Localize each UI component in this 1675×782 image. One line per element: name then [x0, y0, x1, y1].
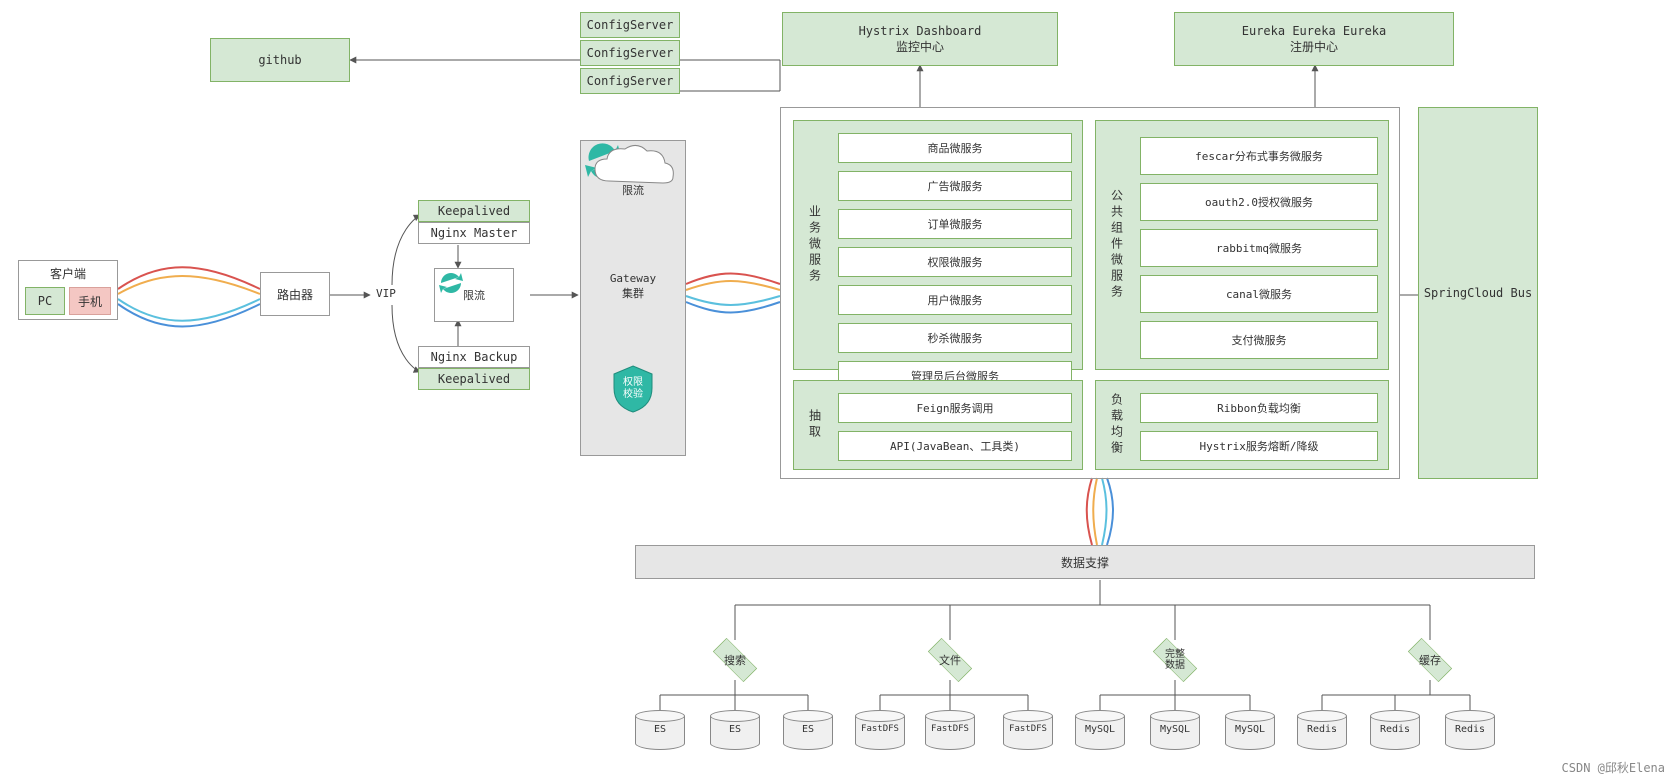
nginx-bottom-keepalived: Keepalived — [418, 368, 530, 390]
eureka-title: Eureka Eureka Eureka — [1242, 24, 1387, 38]
nginx-master: Nginx Master — [418, 222, 530, 244]
biz-item-2: 订单微服务 — [838, 209, 1072, 239]
db-cyl-2-1: MySQL — [1150, 710, 1200, 750]
db-diamond-1: 文件 — [920, 640, 980, 680]
common-panel: 公共组件微服务 fescar分布式事务微服务 oauth2.0授权微服务 rab… — [1095, 120, 1389, 370]
biz-item-5: 秒杀微服务 — [838, 323, 1072, 353]
gateway-cloud: Gateway 集群 — [588, 260, 678, 301]
extract-panel: 抽取 Feign服务调用 API(JavaBean、工具类) — [793, 380, 1083, 470]
biz-item-1: 广告微服务 — [838, 171, 1072, 201]
router-box: 路由器 — [260, 272, 330, 316]
biz-panel: 业务微服务 商品微服务 广告微服务 订单微服务 权限微服务 用户微服务 秒杀微服… — [793, 120, 1083, 370]
data-support-bar: 数据支撑 — [635, 545, 1535, 579]
hystrix-title: Hystrix Dashboard — [859, 24, 982, 38]
db-cyl-1-1: FastDFS — [925, 710, 975, 750]
biz-item-4: 用户微服务 — [838, 285, 1072, 315]
db-cyl-2-2: MySQL — [1225, 710, 1275, 750]
db-cyl-3-0: Redis — [1297, 710, 1347, 750]
gateway-limit-group: 限流 — [622, 182, 644, 198]
nginx-limit-label: 限流 — [463, 287, 485, 303]
common-item-3: canal微服务 — [1140, 275, 1378, 313]
db-diamond-0: 搜索 — [705, 640, 765, 680]
lb-label: 负载均衡 — [1102, 381, 1132, 469]
extract-item-0: Feign服务调用 — [838, 393, 1072, 423]
lb-item-1: Hystrix服务熔断/降级 — [1140, 431, 1378, 461]
db-cyl-0-0: ES — [635, 710, 685, 750]
db-diamond-2: 完整 数据 — [1145, 640, 1205, 680]
eureka-subtitle: 注册中心 — [1290, 38, 1338, 55]
gateway-cloud-title: Gateway — [588, 260, 678, 285]
nginx-group: Keepalived Nginx Master 限流 Nginx Backup … — [418, 200, 530, 390]
db-cyl-3-2: Redis — [1445, 710, 1495, 750]
bus-box: SpringCloud Bus — [1418, 107, 1538, 479]
lb-item-0: Ribbon负载均衡 — [1140, 393, 1378, 423]
extract-items: Feign服务调用 API(JavaBean、工具类) — [838, 389, 1072, 465]
nginx-top-keepalived: Keepalived — [418, 200, 530, 222]
common-item-4: 支付微服务 — [1140, 321, 1378, 359]
shield-label: 权限 校验 — [610, 364, 656, 414]
common-label: 公共组件微服务 — [1102, 121, 1132, 369]
gateway-limit-label: 限流 — [622, 182, 644, 198]
db-cyl-3-1: Redis — [1370, 710, 1420, 750]
biz-item-0: 商品微服务 — [838, 133, 1072, 163]
config-server-0: ConfigServer — [580, 12, 680, 38]
db-diamond-3: 缓存 — [1400, 640, 1460, 680]
watermark: CSDN @邱秋Elena — [1562, 759, 1665, 776]
hystrix-subtitle: 监控中心 — [896, 38, 944, 55]
common-items: fescar分布式事务微服务 oauth2.0授权微服务 rabbitmq微服务… — [1140, 133, 1378, 363]
nginx-limit-box: 限流 — [434, 268, 514, 322]
common-item-2: rabbitmq微服务 — [1140, 229, 1378, 267]
extract-item-1: API(JavaBean、工具类) — [838, 431, 1072, 461]
gateway-box: 限流 Gateway 集群 权限 校验 — [580, 140, 686, 456]
config-server-stack: ConfigServer ConfigServer ConfigServer — [580, 12, 680, 94]
client-pc: PC — [25, 287, 65, 315]
lb-items: Ribbon负载均衡 Hystrix服务熔断/降级 — [1140, 389, 1378, 465]
services-container: 业务微服务 商品微服务 广告微服务 订单微服务 权限微服务 用户微服务 秒杀微服… — [780, 107, 1400, 479]
github-label: github — [258, 53, 301, 67]
gateway-shield: 权限 校验 — [610, 364, 656, 414]
db-cyl-2-0: MySQL — [1075, 710, 1125, 750]
client-mobile: 手机 — [69, 287, 111, 315]
gateway-cloud-sub: 集群 — [588, 285, 678, 301]
db-cyl-0-2: ES — [783, 710, 833, 750]
lb-panel: 负载均衡 Ribbon负载均衡 Hystrix服务熔断/降级 — [1095, 380, 1389, 470]
biz-item-3: 权限微服务 — [838, 247, 1072, 277]
recycle-icon — [581, 141, 625, 177]
common-item-1: oauth2.0授权微服务 — [1140, 183, 1378, 221]
db-cyl-0-1: ES — [710, 710, 760, 750]
vip-label: VIP — [376, 287, 396, 300]
hystrix-box: Hystrix Dashboard 监控中心 — [782, 12, 1058, 66]
db-cyl-1-2: FastDFS — [1003, 710, 1053, 750]
extract-label: 抽取 — [800, 381, 830, 469]
nginx-backup: Nginx Backup — [418, 346, 530, 368]
client-box: 客户端 PC 手机 — [18, 260, 118, 320]
eureka-box: Eureka Eureka Eureka 注册中心 — [1174, 12, 1454, 66]
config-server-2: ConfigServer — [580, 68, 680, 94]
biz-label: 业务微服务 — [800, 121, 830, 369]
client-title: 客户端 — [19, 265, 117, 282]
db-cyl-1-0: FastDFS — [855, 710, 905, 750]
common-item-0: fescar分布式事务微服务 — [1140, 137, 1378, 175]
config-server-1: ConfigServer — [580, 40, 680, 66]
github-box: github — [210, 38, 350, 82]
biz-items: 商品微服务 广告微服务 订单微服务 权限微服务 用户微服务 秒杀微服务 管理员后… — [838, 129, 1072, 395]
